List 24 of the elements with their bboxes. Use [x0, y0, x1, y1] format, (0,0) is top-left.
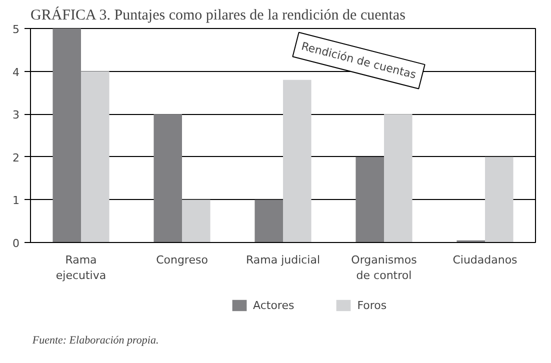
x-tick-label: Ciudadanos: [452, 254, 518, 266]
legend-label: Actores: [253, 298, 294, 312]
y-tick-label: 2: [12, 151, 20, 164]
bar: [283, 80, 312, 242]
bar: [384, 114, 412, 242]
bar: [356, 156, 384, 242]
bar: [254, 200, 283, 242]
bar: [182, 200, 210, 242]
bar: [81, 71, 110, 242]
bar: [52, 28, 81, 242]
bar: [154, 114, 182, 242]
source-note: Fuente: Elaboración propia.: [31, 334, 159, 346]
y-tick-label: 5: [12, 23, 20, 36]
y-tick-label: 3: [12, 108, 20, 122]
x-tick-label: Organismos de control: [351, 254, 418, 282]
legend-label: Foros: [357, 298, 387, 312]
y-tick-label: 4: [12, 66, 20, 79]
y-tick-label: 0: [12, 237, 20, 250]
x-tick-label: Congreso: [156, 254, 208, 266]
bar: [485, 156, 514, 242]
x-tick-label: Rama ejecutiva: [56, 254, 106, 282]
chart-title: GRÁFICA 3. Puntajes como pilares de la rendición de cuentas: [30, 6, 406, 24]
y-tick-label: 1: [12, 194, 20, 208]
x-tick-label: Rama judicial: [246, 254, 320, 266]
